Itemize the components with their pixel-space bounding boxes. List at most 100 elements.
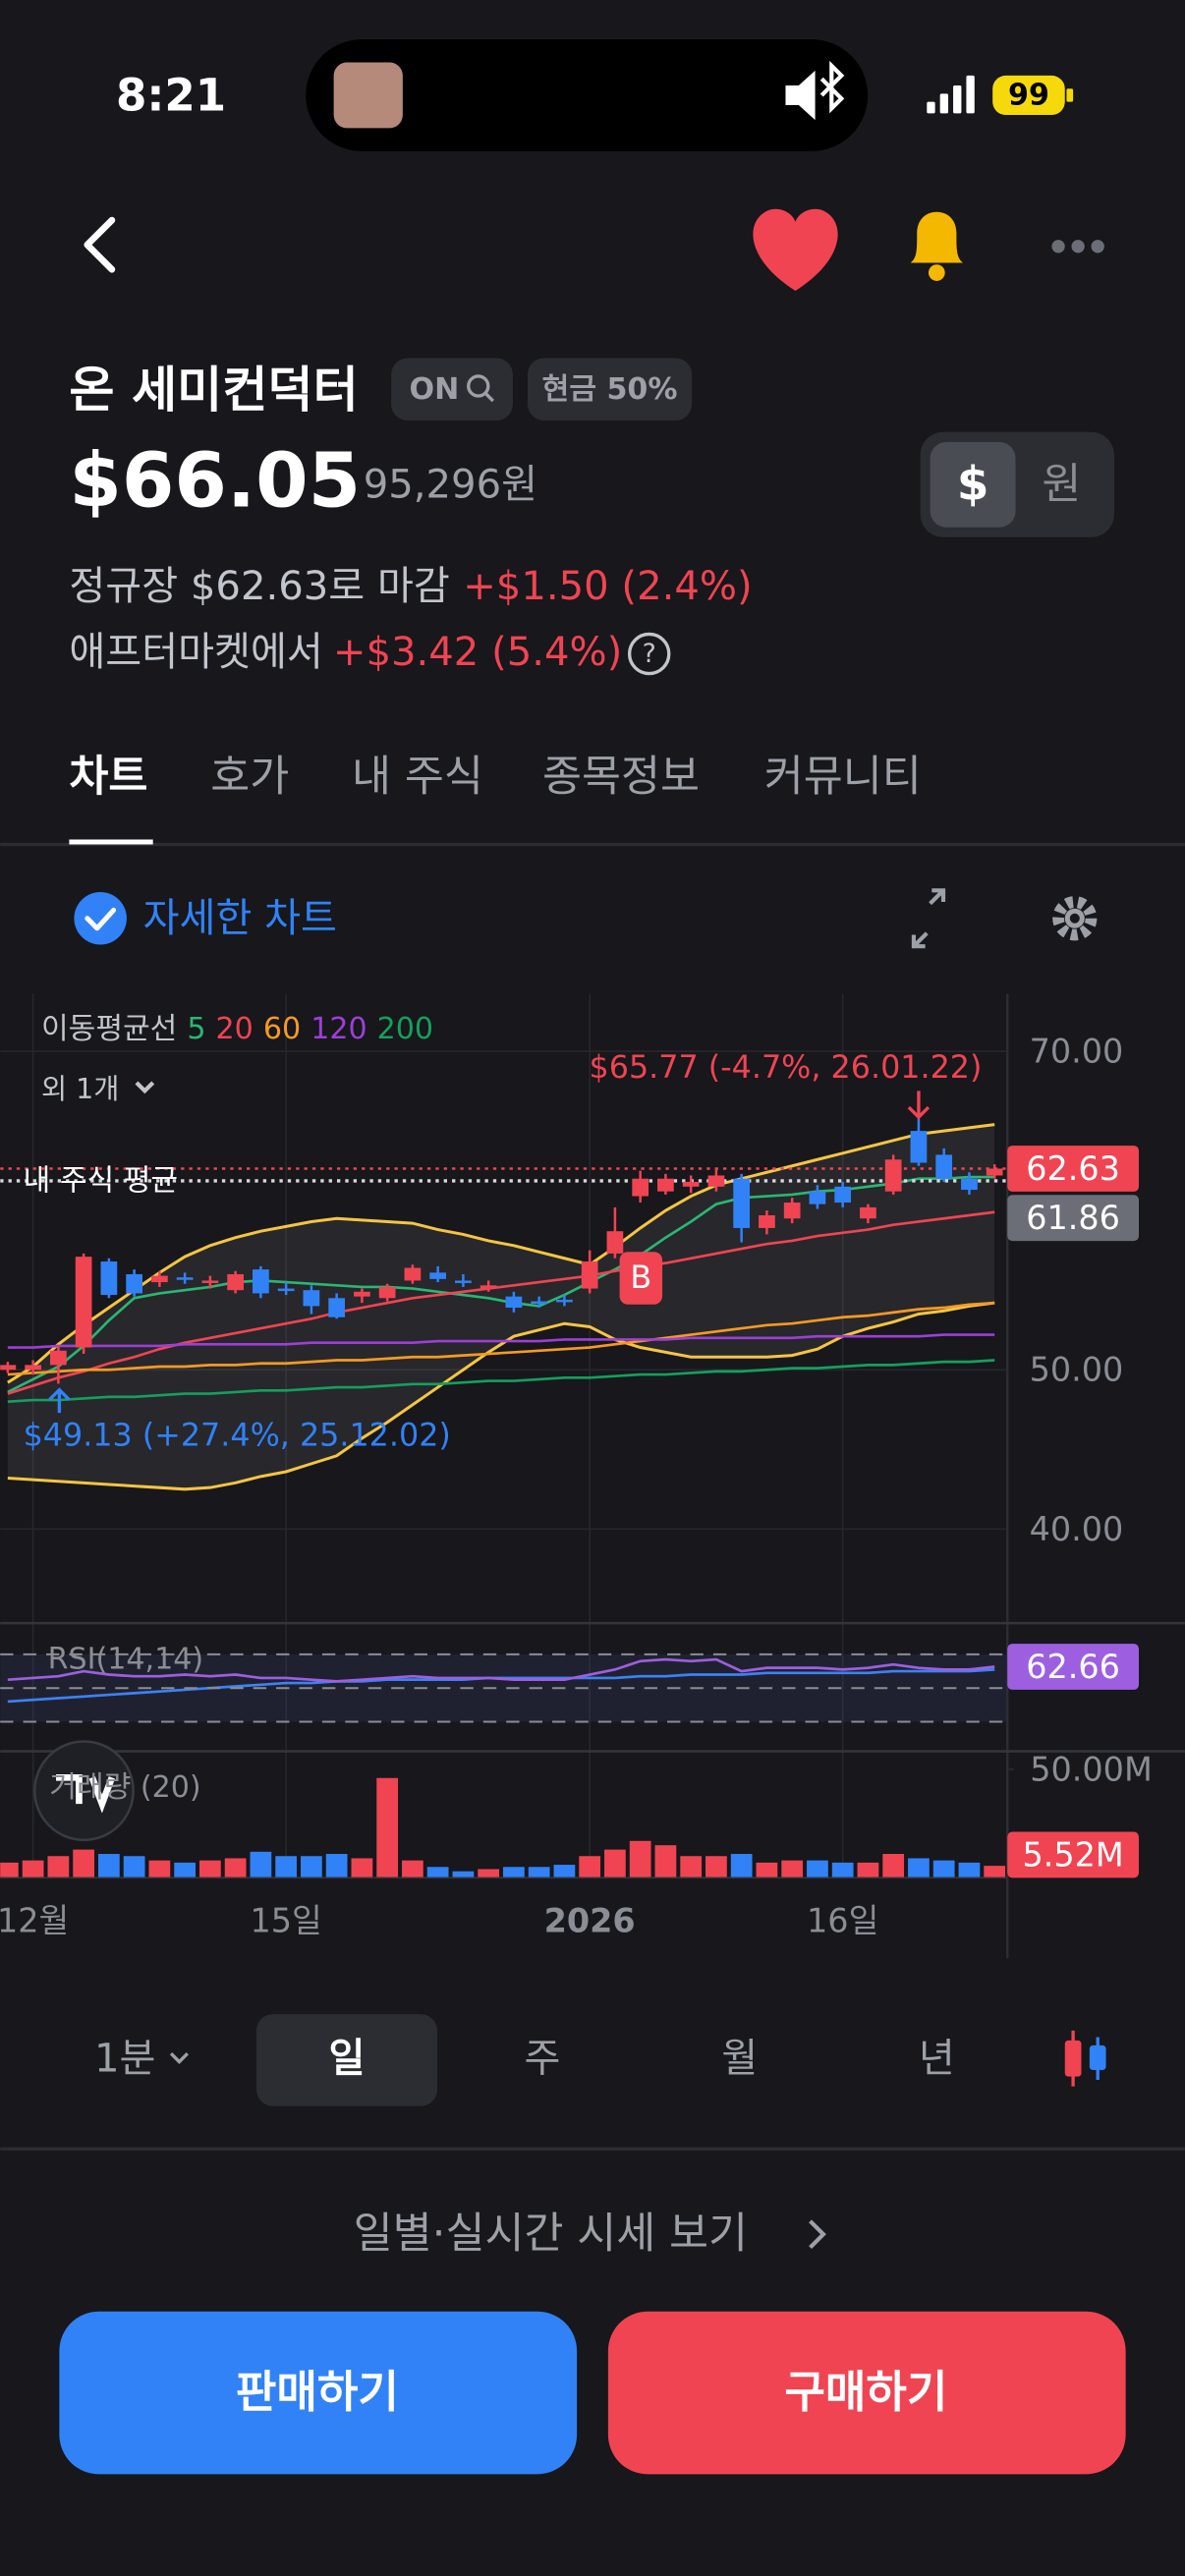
detail-checkbox[interactable]: [74, 892, 127, 945]
favorite-button[interactable]: [753, 208, 838, 291]
ticker-chip[interactable]: [391, 358, 513, 421]
candle-body: [682, 1181, 700, 1187]
candle-body: [0, 1365, 17, 1371]
period-selected: [256, 2014, 437, 2106]
volume-bar: [730, 1854, 753, 1878]
tab[interactable]: 내 주식: [352, 753, 483, 802]
volume-title: 거래량 (20): [49, 1770, 200, 1805]
cash-chip[interactable]: [527, 358, 693, 421]
volume-bar: [351, 1858, 373, 1878]
band-line: [7, 1301, 995, 1491]
tab[interactable]: 호가: [210, 753, 289, 802]
candle-body: [733, 1178, 751, 1228]
tab[interactable]: 커뮤니티: [764, 753, 922, 802]
candle-body: [581, 1261, 598, 1289]
divider: [0, 2147, 1185, 2151]
period-option[interactable]: 월: [721, 2036, 758, 2081]
search-icon-handle: [483, 391, 495, 403]
help-button[interactable]: [627, 632, 671, 676]
currency-selected: [930, 441, 1016, 528]
alert-button[interactable]: [910, 211, 964, 263]
detail-chart-label[interactable]: 자세한 차트: [143, 896, 337, 941]
rsi-value-label-box: [1007, 1644, 1140, 1690]
candle-body: [75, 1257, 92, 1348]
volume-bar: [629, 1840, 651, 1878]
tab[interactable]: 종목정보: [542, 753, 700, 802]
y-tick-label: 40.00: [1030, 1510, 1124, 1548]
band-line: [7, 1123, 995, 1384]
volume-bar: [22, 1860, 44, 1878]
currency-option[interactable]: $: [957, 458, 989, 511]
candle-body: [657, 1178, 674, 1192]
volume-bar: [831, 1862, 854, 1878]
avg-price-tag: 61.86: [1026, 1199, 1120, 1237]
volume-bar: [478, 1869, 500, 1878]
tab[interactable]: 차트: [69, 753, 147, 802]
volume-bar: [47, 1856, 70, 1878]
signal-icon: [927, 75, 975, 114]
candle-body: [100, 1261, 118, 1296]
ma-line: [7, 1175, 995, 1394]
period-option[interactable]: 주: [525, 2036, 561, 2081]
y-tick-label: 50.00: [1030, 1351, 1124, 1389]
sell-button[interactable]: [59, 2311, 578, 2475]
bell-clapper: [928, 264, 945, 281]
period-option[interactable]: 년: [919, 2036, 955, 2081]
quote-link[interactable]: 일별·실시간 시세 보기: [354, 2210, 748, 2259]
volume-bar: [224, 1858, 247, 1878]
period-minute[interactable]: 1분: [94, 2036, 155, 2081]
candle-body: [707, 1175, 725, 1187]
bluetooth-icon: [819, 60, 845, 114]
volume-bar: [148, 1860, 171, 1878]
candle-body: [126, 1273, 142, 1294]
volume-bar: [98, 1854, 120, 1878]
buy-button[interactable]: [607, 2311, 1126, 2475]
candle-body: [253, 1269, 269, 1294]
volume-bar: [275, 1856, 298, 1878]
chart-axes: 40.00 50.00 70.00 12월 15일 2026 16일 내 주식 평균 $65.7…: [0, 993, 1185, 1959]
candle-body: [759, 1214, 775, 1228]
ma-line: [7, 1359, 995, 1403]
regular-change: +$1.50 (2.4%): [463, 564, 753, 609]
back-button[interactable]: [84, 216, 116, 273]
annotation: $49.13 (+27.4%, 25.12.02): [24, 1418, 451, 1453]
expand-button[interactable]: [911, 888, 946, 949]
legend-entry: 60: [263, 1011, 301, 1045]
tab-indicator: [69, 839, 153, 845]
candle-body: [961, 1178, 978, 1191]
more-button[interactable]: [1051, 240, 1104, 253]
sell-label: 판매하기: [236, 2366, 399, 2418]
ma-more[interactable]: 외 1개: [41, 1073, 119, 1105]
quote-link-chevron: [809, 2219, 826, 2250]
stock-price-krw: 95,296원: [364, 462, 537, 507]
annotation-arrow: [48, 1387, 71, 1414]
volume-bar: [325, 1854, 348, 1878]
y-tick-label: 70.00: [1030, 1033, 1124, 1071]
volume-bar: [174, 1862, 196, 1878]
settings-button[interactable]: [1052, 896, 1098, 941]
currency-option[interactable]: 원: [1042, 460, 1081, 509]
after-change: +$3.42 (5.4%): [333, 630, 622, 675]
battery-tip: [1066, 88, 1074, 102]
volume-bar: [73, 1849, 94, 1878]
check-mark: [85, 907, 117, 931]
chart-style-button[interactable]: [1064, 2030, 1106, 2087]
now-playing-art: [333, 62, 403, 129]
volume-bar: [426, 1867, 449, 1878]
candle-body: [378, 1286, 396, 1299]
volume-bar: [528, 1867, 550, 1878]
battery-level: 99: [1008, 78, 1049, 112]
volume-bar: [604, 1849, 626, 1878]
volume-bar: [123, 1856, 145, 1878]
after-market-label: 애프터마켓에서: [69, 630, 322, 675]
legend-entry: 200: [377, 1011, 433, 1045]
candle-body: [884, 1159, 902, 1192]
period-option[interactable]: 일: [329, 2036, 366, 2081]
candle-body: [935, 1154, 953, 1179]
candle-body: [50, 1350, 67, 1366]
volume-tick-label: 50.00M: [1030, 1750, 1153, 1788]
candle-body: [25, 1365, 41, 1371]
mute-icon: [785, 70, 816, 121]
volume-bar: [680, 1856, 703, 1878]
